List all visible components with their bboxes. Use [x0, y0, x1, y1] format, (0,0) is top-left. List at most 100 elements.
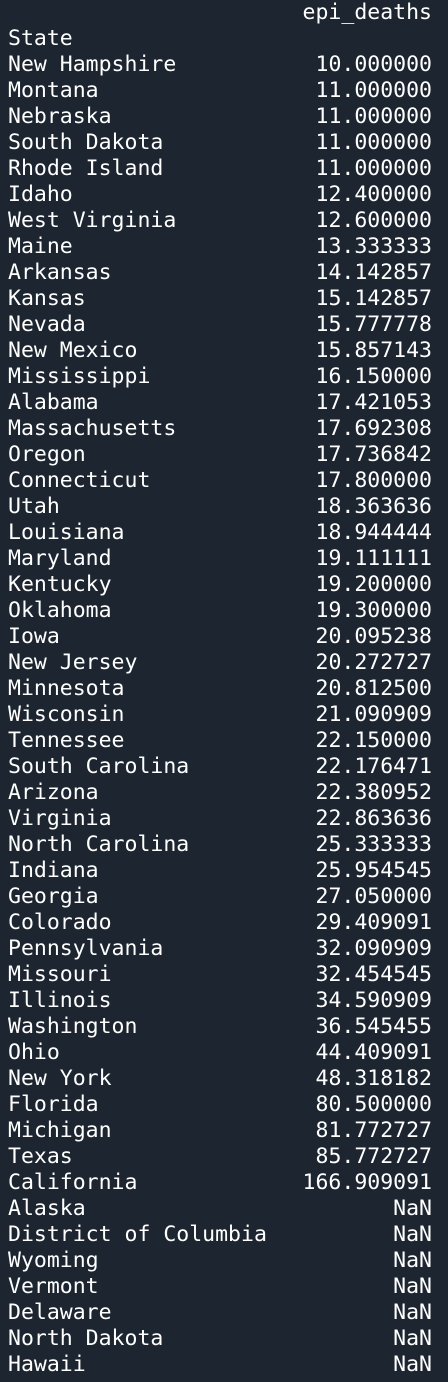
- epi-deaths-value: NaN: [393, 1196, 432, 1221]
- table-row: Delaware NaN: [8, 1300, 432, 1326]
- epi-deaths-value: 11.000000: [315, 78, 433, 103]
- epi-deaths-value: 20.272727: [315, 650, 433, 675]
- epi-deaths-value: 27.050000: [315, 884, 433, 909]
- column-header-row: epi_deaths: [8, 0, 432, 26]
- epi-deaths-value: 81.772727: [315, 1118, 433, 1143]
- epi-deaths-value: 15.857143: [315, 338, 433, 363]
- epi-deaths-value: 32.454545: [315, 962, 433, 987]
- state-name: Minnesota: [8, 676, 125, 701]
- table-row: Alabama 17.421053: [8, 390, 432, 416]
- state-name: New Mexico: [8, 338, 138, 363]
- table-row: California 166.909091: [8, 1170, 432, 1196]
- epi-deaths-value: NaN: [393, 1352, 432, 1377]
- state-name: Arizona: [8, 780, 99, 805]
- state-name: North Carolina: [8, 832, 190, 857]
- epi-deaths-value: 17.421053: [315, 390, 433, 415]
- table-row: Arizona 22.380952: [8, 780, 432, 806]
- index-name: State: [8, 26, 73, 51]
- table-row: Hawaii NaN: [8, 1352, 432, 1378]
- state-name: Texas: [8, 1144, 73, 1169]
- epi-deaths-value: 29.409091: [315, 910, 433, 935]
- table-row: Arkansas 14.142857: [8, 260, 432, 286]
- table-row: Tennessee 22.150000: [8, 728, 432, 754]
- epi-deaths-value: NaN: [393, 1222, 432, 1247]
- state-name: Maine: [8, 234, 73, 259]
- epi-deaths-value: 18.363636: [315, 494, 433, 519]
- epi-deaths-value: 80.500000: [315, 1092, 433, 1117]
- table-row: Connecticut 17.800000: [8, 468, 432, 494]
- state-name: New Jersey: [8, 650, 138, 675]
- table-row: New Jersey 20.272727: [8, 650, 432, 676]
- table-row: Oregon 17.736842: [8, 442, 432, 468]
- state-name: Hawaii: [8, 1352, 86, 1377]
- table-row: Texas 85.772727: [8, 1144, 432, 1170]
- table-row: Idaho 12.400000: [8, 182, 432, 208]
- state-name: Alabama: [8, 390, 99, 415]
- epi-deaths-value: 10.000000: [315, 52, 433, 77]
- table-row: Minnesota 20.812500: [8, 676, 432, 702]
- table-row: Utah 18.363636: [8, 494, 432, 520]
- epi-deaths-value: 11.000000: [315, 156, 433, 181]
- table-row: Massachusetts 17.692308: [8, 416, 432, 442]
- table-row: Oklahoma 19.300000: [8, 598, 432, 624]
- epi-deaths-value: 36.545455: [315, 1014, 433, 1039]
- state-name: Oregon: [8, 442, 86, 467]
- table-row: Vermont NaN: [8, 1274, 432, 1300]
- table-row: Rhode Island 11.000000: [8, 156, 432, 182]
- table-row: Louisiana 18.944444: [8, 520, 432, 546]
- epi-deaths-value: 20.812500: [315, 676, 433, 701]
- epi-deaths-value: 34.590909: [315, 988, 433, 1013]
- state-name: Nevada: [8, 312, 86, 337]
- epi-deaths-value: 166.909091: [302, 1170, 432, 1195]
- state-name: Illinois: [8, 988, 112, 1013]
- epi-deaths-value: 22.176471: [315, 754, 433, 779]
- table-row: Nevada 15.777778: [8, 312, 432, 338]
- epi-deaths-value: 20.095238: [315, 624, 433, 649]
- table-row: Virginia 22.863636: [8, 806, 432, 832]
- state-name: West Virginia: [8, 208, 177, 233]
- epi-deaths-value: 85.772727: [315, 1144, 433, 1169]
- column-header: epi_deaths: [302, 0, 432, 25]
- state-name: Ohio: [8, 1040, 60, 1065]
- table-row: Nebraska 11.000000: [8, 104, 432, 130]
- table-row: Indiana 25.954545: [8, 858, 432, 884]
- epi-deaths-value: 32.090909: [315, 936, 433, 961]
- table-row: Ohio 44.409091: [8, 1040, 432, 1066]
- epi-deaths-value: 16.150000: [315, 364, 433, 389]
- table-row: New Mexico 15.857143: [8, 338, 432, 364]
- state-name: Connecticut: [8, 468, 151, 493]
- table-row: Kansas 15.142857: [8, 286, 432, 312]
- table-row: Colorado 29.409091: [8, 910, 432, 936]
- dataframe-output: epi_deaths State New Hampshire 10.000000 M…: [8, 0, 432, 1378]
- epi-deaths-value: 22.380952: [315, 780, 433, 805]
- state-name: Idaho: [8, 182, 73, 207]
- table-row: Maryland 19.111111: [8, 546, 432, 572]
- table-row: District of Columbia NaN: [8, 1222, 432, 1248]
- epi-deaths-value: 22.863636: [315, 806, 433, 831]
- state-name: Vermont: [8, 1274, 99, 1299]
- state-name: Mississippi: [8, 364, 151, 389]
- table-row: Pennsylvania 32.090909: [8, 936, 432, 962]
- epi-deaths-value: 11.000000: [315, 104, 433, 129]
- state-name: Iowa: [8, 624, 60, 649]
- epi-deaths-value: NaN: [393, 1274, 432, 1299]
- state-name: Wisconsin: [8, 702, 125, 727]
- table-row: North Carolina 25.333333: [8, 832, 432, 858]
- state-name: South Carolina: [8, 754, 190, 779]
- state-name: District of Columbia: [8, 1222, 267, 1247]
- state-name: Massachusetts: [8, 416, 177, 441]
- epi-deaths-value: 15.777778: [315, 312, 433, 337]
- index-name-row: State: [8, 26, 432, 52]
- table-row: Wyoming NaN: [8, 1248, 432, 1274]
- state-name: Colorado: [8, 910, 112, 935]
- state-name: South Dakota: [8, 130, 164, 155]
- state-name: Kansas: [8, 286, 86, 311]
- epi-deaths-value: 25.954545: [315, 858, 433, 883]
- state-name: Wyoming: [8, 1248, 99, 1273]
- state-name: Missouri: [8, 962, 112, 987]
- state-name: New York: [8, 1066, 112, 1091]
- epi-deaths-value: 18.944444: [315, 520, 433, 545]
- epi-deaths-value: NaN: [393, 1248, 432, 1273]
- state-name: Pennsylvania: [8, 936, 164, 961]
- table-row: South Dakota 11.000000: [8, 130, 432, 156]
